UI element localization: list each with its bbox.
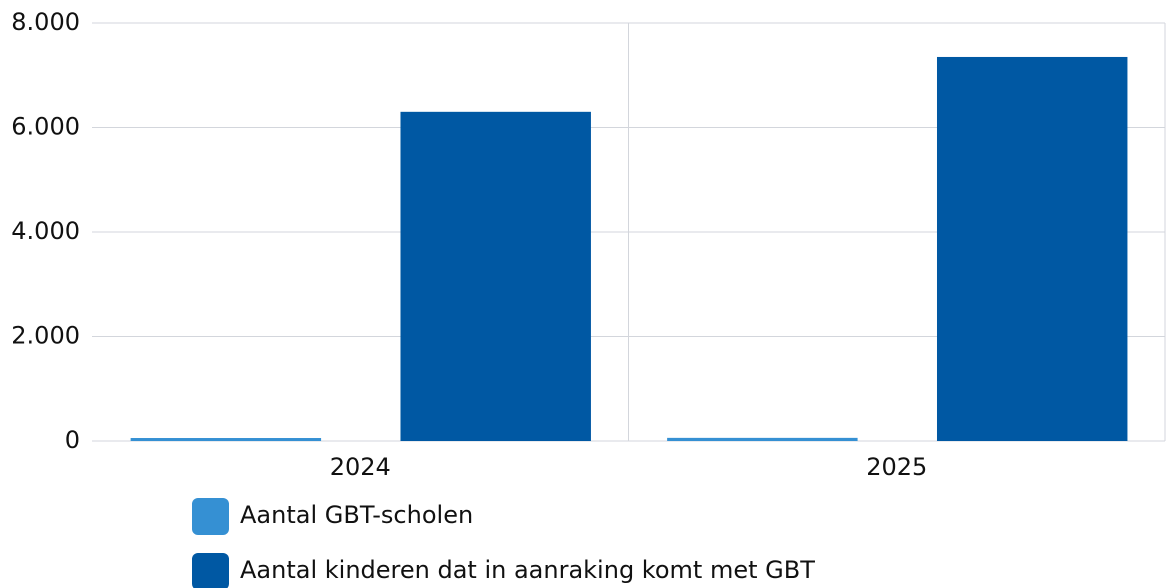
bar (400, 111, 591, 441)
bar (130, 438, 322, 441)
legend-label: Aantal GBT-scholen (240, 501, 473, 529)
y-tick-label: 2.000 (11, 322, 80, 350)
y-tick-label: 0 (65, 426, 80, 454)
legend-swatch (192, 498, 229, 535)
bar (936, 56, 1128, 442)
y-tick-label: 6.000 (11, 113, 80, 141)
legend-label: Aantal kinderen dat in aanraking komt me… (240, 556, 815, 584)
legend-swatch (192, 553, 229, 588)
bar (667, 437, 858, 441)
x-tick-label: 2024 (330, 453, 391, 481)
x-tick-label: 2025 (866, 453, 927, 481)
y-tick-label: 4.000 (11, 217, 80, 245)
y-tick-label: 8.000 (11, 8, 80, 36)
